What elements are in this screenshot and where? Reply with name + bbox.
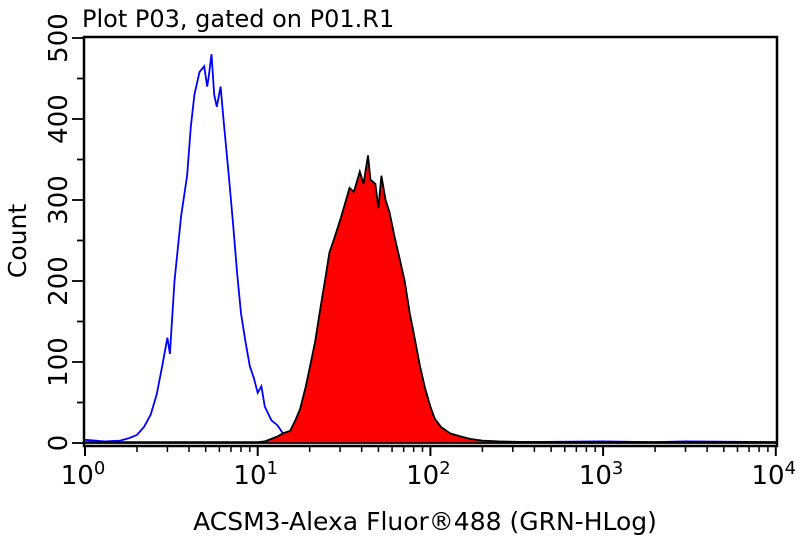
x-tick-label: 100 bbox=[61, 458, 106, 491]
y-tick-label: 100 bbox=[44, 337, 74, 387]
plot-frame bbox=[82, 35, 779, 448]
x-axis-label: ACSM3-Alexa Fluor®488 (GRN-HLog) bbox=[193, 507, 657, 536]
y-tick-label: 400 bbox=[44, 94, 74, 144]
x-tick-label: 103 bbox=[579, 458, 624, 491]
y-tick-label: 500 bbox=[44, 13, 74, 63]
y-tick-label: 200 bbox=[44, 256, 74, 306]
stained-histogram bbox=[84, 155, 777, 444]
y-axis-label: Count bbox=[3, 204, 32, 278]
y-tick-label: 300 bbox=[44, 175, 74, 225]
x-tick-label: 104 bbox=[752, 458, 797, 491]
chart-title: Plot P03, gated on P01.R1 bbox=[82, 5, 394, 33]
y-axis: 0 100 200 300 400 500 bbox=[44, 13, 84, 451]
control-histogram bbox=[84, 54, 776, 444]
x-tick-label: 101 bbox=[233, 458, 278, 491]
x-axis: 100 101 102 103 104 bbox=[61, 446, 796, 491]
plot-series bbox=[84, 54, 777, 444]
y-tick-label: 0 bbox=[44, 435, 74, 452]
x-tick-label: 102 bbox=[406, 458, 451, 491]
